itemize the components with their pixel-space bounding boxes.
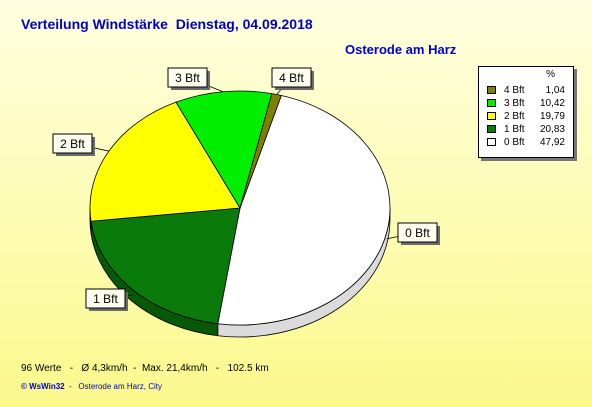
chart-title: Verteilung Windstärke Dienstag, 04.09.20… bbox=[21, 16, 313, 32]
pie-label-1-bft: 1 Bft bbox=[93, 292, 118, 306]
pie-slice-0-bft bbox=[217, 95, 391, 326]
legend-item-3-bft: 3 Bft 10,42 bbox=[487, 98, 571, 110]
pie-label-4-bft: 4 Bft bbox=[279, 71, 304, 85]
legend-item-4-bft: 4 Bft 1,04 bbox=[487, 85, 571, 97]
legend-item-2-bft: 2 Bft 19,79 bbox=[487, 111, 571, 123]
legend: % 4 Bft 1,04 3 Bft 10,42 2 Bft 19,79 1 B… bbox=[478, 66, 574, 158]
legend-swatch bbox=[487, 125, 496, 133]
legend-swatch bbox=[487, 86, 496, 94]
pie-label-0-bft: 0 Bft bbox=[405, 226, 430, 240]
legend-value: 1,04 bbox=[545, 85, 565, 96]
legend-item-0-bft: 0 Bft 47,92 bbox=[487, 137, 571, 149]
pie-label-box-0-bft bbox=[397, 222, 438, 243]
pie-label-box-2-bft bbox=[52, 133, 93, 154]
pie-label-2-bft: 2 Bft bbox=[60, 137, 85, 151]
legend-value: 47,92 bbox=[539, 137, 565, 148]
legend-value: 10,42 bbox=[539, 98, 565, 109]
legend-swatch bbox=[487, 99, 496, 107]
pie-slices bbox=[89, 90, 391, 326]
legend-swatch bbox=[487, 112, 496, 120]
legend-label: 2 Bft bbox=[504, 111, 525, 122]
legend-value: 19,79 bbox=[539, 111, 565, 122]
credit-brand: © WsWin32 bbox=[21, 382, 65, 391]
legend-unit-header: % bbox=[546, 69, 555, 80]
location-label: Osterode am Harz bbox=[345, 42, 457, 57]
legend-label: 0 Bft bbox=[504, 137, 525, 148]
pie-label-box-4-bft bbox=[271, 67, 312, 88]
legend-label: 4 Bft bbox=[504, 85, 525, 96]
pie-slice-labels: 0 Bft 1 Bft 2 Bft 3 Bft 4 Bft bbox=[52, 67, 440, 311]
pie-label-box-1-bft bbox=[85, 288, 126, 309]
legend-item-1-bft: 1 Bft 20,83 bbox=[487, 124, 571, 136]
pie-slice-1-bft bbox=[90, 207, 241, 325]
footer-stats: 96 Werte - Ø 4,3km/h - Max. 21,4km/h - 1… bbox=[21, 363, 269, 374]
pie-label-3-bft: 3 Bft bbox=[175, 71, 200, 85]
credit-location: - Osterode am Harz, City bbox=[64, 382, 162, 391]
legend-label: 1 Bft bbox=[504, 124, 525, 135]
pie-label-box-3-bft bbox=[167, 67, 208, 88]
footer-credit: © WsWin32 - Osterode am Harz, City bbox=[21, 382, 162, 391]
legend-label: 3 Bft bbox=[504, 98, 525, 109]
pie-slice-2-bft bbox=[89, 101, 241, 222]
legend-value: 20,83 bbox=[539, 124, 565, 135]
legend-swatch bbox=[487, 138, 496, 146]
